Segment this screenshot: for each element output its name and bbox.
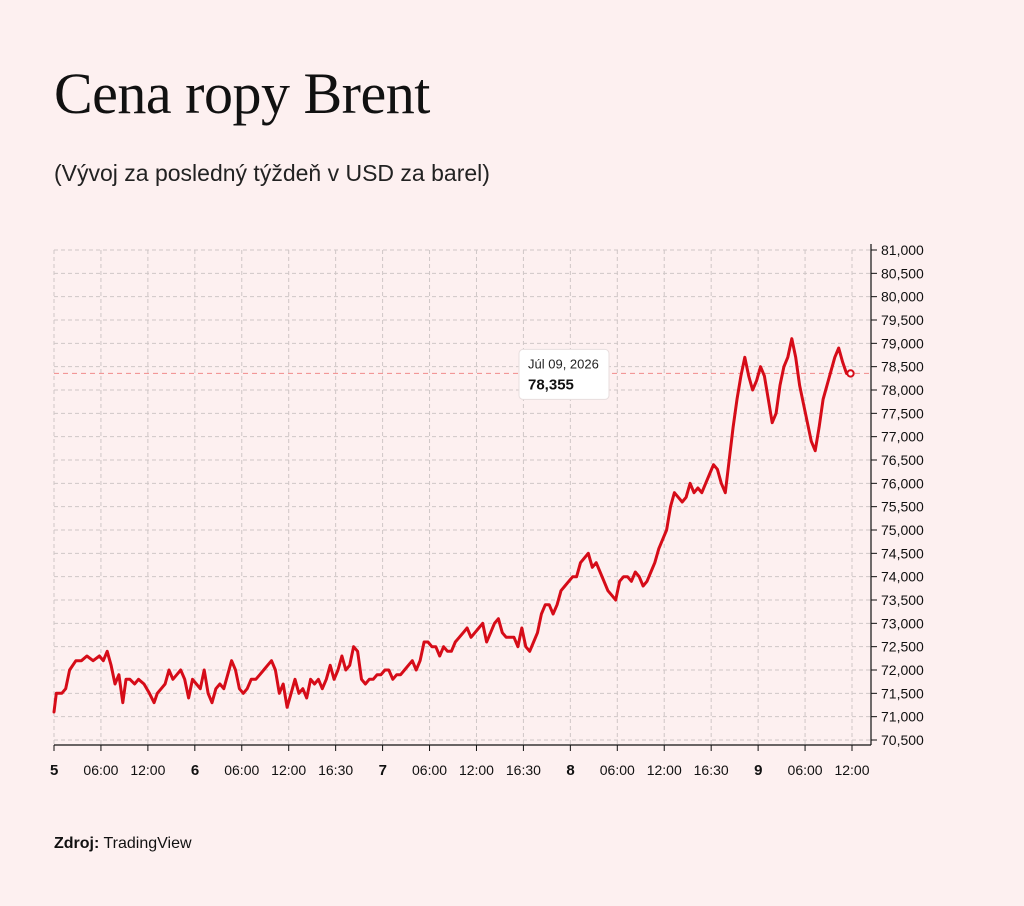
x-tick-label: 06:00: [224, 762, 259, 778]
y-tick-label: 74,000: [881, 569, 924, 585]
x-tick-label: 9: [754, 762, 762, 779]
x-tick-label: 06:00: [412, 762, 447, 778]
y-tick-label: 76,500: [881, 452, 924, 468]
y-tick-label: 78,000: [881, 382, 924, 398]
source-label: Zdroj:: [54, 835, 100, 852]
chart-axes: 81,000 80,500 80,000 79,500 79,000 78,500 78,0…: [50, 242, 924, 779]
chart-grid: [53, 249, 871, 745]
x-tick-label: 12:00: [271, 762, 306, 778]
x-tick-label: 06:00: [600, 762, 635, 778]
y-tick-label: 80,500: [881, 265, 924, 281]
tooltip-date: Júl 09, 2026: [528, 356, 599, 371]
chart-svg: 81,000 80,500 80,000 79,500 79,000 78,500 78,0…: [50, 242, 924, 779]
x-tick-label: 5: [50, 762, 58, 779]
y-tick-label: 71,500: [881, 685, 924, 701]
y-tick-label: 70,500: [881, 732, 924, 748]
y-tick-label: 75,000: [881, 522, 924, 538]
y-tick-label: 76,000: [881, 475, 924, 491]
tooltip-box: [518, 348, 610, 400]
y-tick-label: 71,000: [881, 709, 924, 725]
y-tick-label: 77,500: [881, 405, 924, 421]
source-footer: Zdroj: TradingView: [54, 835, 192, 853]
y-tick-label: 73,500: [881, 592, 924, 608]
x-tick-label: 12:00: [834, 762, 869, 778]
value-tooltip: Júl 09, 2026 78,355: [518, 348, 610, 400]
chart-title: Cena ropy Brent: [54, 61, 430, 126]
y-tick-label: 81,000: [881, 242, 924, 258]
y-tick-label: 77,000: [881, 429, 924, 445]
x-tick-label: 8: [566, 762, 574, 779]
x-tick-label: 12:00: [130, 762, 165, 778]
x-tick-label: 6: [191, 762, 199, 779]
x-tick-label: 12:00: [459, 762, 494, 778]
y-tick-label: 78,500: [881, 359, 924, 375]
y-tick-label: 73,000: [881, 615, 924, 631]
x-tick-label: 16:30: [506, 762, 541, 778]
x-tick-label: 7: [379, 762, 387, 779]
x-tick-label: 16:30: [318, 762, 353, 778]
last-value-marker: [846, 369, 855, 378]
y-tick-label: 75,500: [881, 499, 924, 515]
y-tick-label: 72,000: [881, 662, 924, 678]
y-tick-label: 80,000: [881, 289, 924, 305]
y-tick-label: 79,000: [881, 335, 924, 351]
y-tick-label: 72,500: [881, 639, 924, 655]
chart-subtitle: (Vývoj za posledný týždeň v USD za barel…: [54, 160, 490, 186]
price-series-line: [52, 337, 848, 714]
y-tick-label: 79,500: [881, 312, 924, 328]
y-tick-label: 74,500: [881, 545, 924, 561]
x-tick-label: 06:00: [788, 762, 823, 778]
source-value: TradingView: [103, 835, 192, 852]
x-tick-label: 12:00: [647, 762, 682, 778]
x-tick-label: 16:30: [694, 762, 729, 778]
tooltip-value: 78,355: [528, 376, 574, 393]
x-tick-label: 06:00: [83, 762, 118, 778]
